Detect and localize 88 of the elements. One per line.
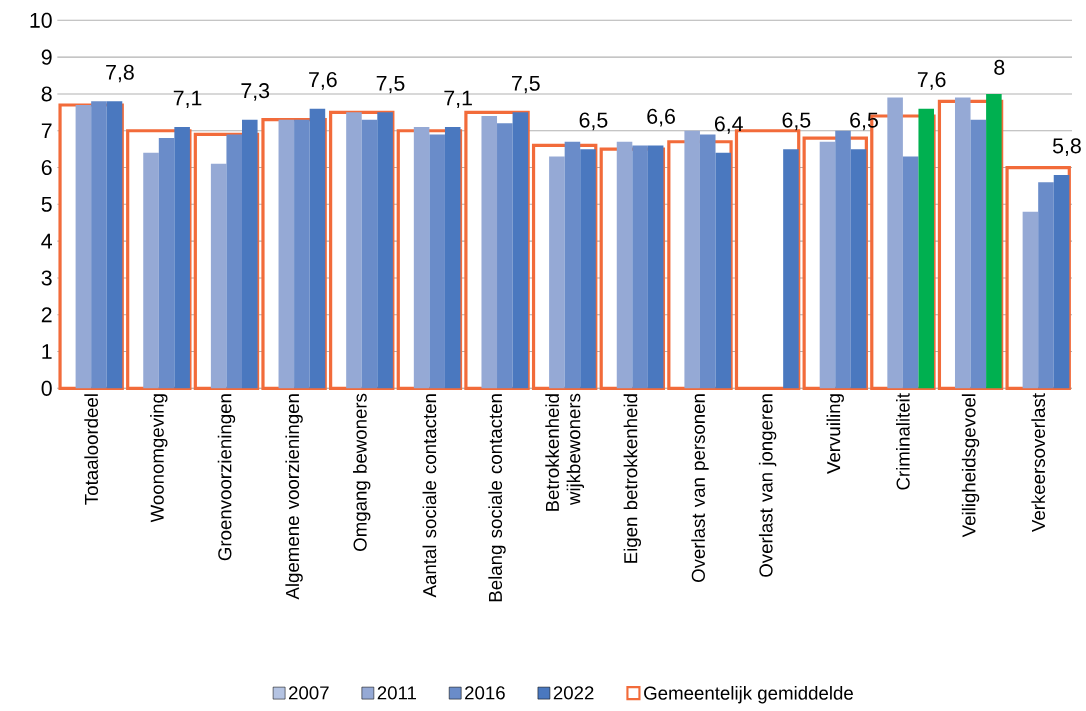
legend-label: 2007 <box>289 686 329 700</box>
data-label: 7,3 <box>241 83 270 101</box>
bar <box>1038 182 1054 389</box>
bar <box>429 134 445 389</box>
data-label: 7,8 <box>106 64 134 83</box>
bar <box>954 97 971 389</box>
data-label: 6,4 <box>714 116 743 134</box>
y-tick-label: 6 <box>41 159 52 176</box>
bar <box>444 127 461 389</box>
bar <box>1022 211 1039 389</box>
bar <box>512 112 529 389</box>
y-tick-label: 0 <box>41 380 52 396</box>
y-tick-label: 7 <box>41 123 52 139</box>
x-tick-label: Algemene voorzieningen <box>285 394 303 600</box>
bar <box>1053 174 1070 389</box>
bar <box>819 141 836 389</box>
bar <box>549 156 565 389</box>
bar <box>564 141 581 389</box>
bar <box>106 101 123 389</box>
bar <box>309 108 326 389</box>
bar <box>986 93 1002 389</box>
bar <box>481 116 498 389</box>
legend-label: 2011 <box>377 686 417 700</box>
bar <box>699 134 716 389</box>
data-label: 5,8 <box>1052 138 1081 156</box>
y-tick-label: 2 <box>41 307 52 323</box>
y-tick-label: 3 <box>41 270 52 286</box>
data-label: 7,6 <box>309 72 337 90</box>
bar <box>616 141 633 389</box>
y-tick-label: 1 <box>42 344 52 359</box>
bar <box>158 138 175 389</box>
bar <box>647 145 664 389</box>
legend-label: Gemeentelijk gemiddelde <box>644 686 853 704</box>
data-label: 8 <box>994 59 1005 75</box>
bar <box>918 108 935 389</box>
x-tick-label: Criminaliteit <box>896 393 910 490</box>
bar <box>242 119 258 389</box>
y-tick-label: 4 <box>41 233 52 249</box>
x-tick-label: Eigen betrokkenheid <box>623 394 642 563</box>
bar <box>902 156 919 389</box>
x-tick-label: Aantal sociale contacten <box>422 394 437 598</box>
y-tick-label: 9 <box>41 49 52 65</box>
x-tick-label: Omgang bewoners <box>353 393 371 551</box>
bar <box>783 149 799 389</box>
x-tick-label: Betrokkenheid wijkbewoners <box>545 393 585 511</box>
legend-label: 2016 <box>465 686 505 700</box>
bar <box>715 152 732 389</box>
x-tick-label: Overlast van personen <box>691 394 709 583</box>
x-tick-label: Woonomgeving <box>150 394 168 523</box>
bar <box>91 101 107 389</box>
data-label: 6,6 <box>647 108 675 127</box>
data-label: 6,5 <box>782 112 811 131</box>
bar <box>850 149 867 389</box>
bar <box>497 123 513 389</box>
bar <box>294 119 310 389</box>
x-tick-label: Groenvoorzieningen <box>217 394 236 561</box>
bar <box>174 127 190 389</box>
bar <box>835 130 851 389</box>
x-tick-label: Belang sociale contacten <box>488 394 506 602</box>
y-tick-label: 8 <box>41 86 52 102</box>
legend-label: 2022 <box>553 686 594 700</box>
data-label: 7,1 <box>444 90 472 109</box>
bar <box>278 119 295 389</box>
x-tick-label: Totaaloordeel <box>84 394 99 505</box>
bar <box>970 119 987 389</box>
bar <box>887 97 903 389</box>
data-label: 6,5 <box>579 112 608 131</box>
data-label: 7,5 <box>376 75 405 94</box>
x-tick-label: Verkeersoverlast <box>1031 393 1046 532</box>
bar <box>377 112 393 389</box>
bar <box>210 163 227 389</box>
bar <box>684 130 700 389</box>
y-tick-label: 10 <box>30 12 52 28</box>
x-tick-label: Vervuiling <box>826 394 844 474</box>
data-label: 7,6 <box>917 72 946 90</box>
bar <box>632 145 648 389</box>
bar <box>346 112 362 389</box>
bar <box>75 104 92 389</box>
bar <box>580 149 596 389</box>
x-tick-label: Veiligheidsgevoel <box>961 394 980 538</box>
data-label: 7,5 <box>512 75 540 94</box>
x-tick-label: Overlast van jongeren <box>758 394 777 577</box>
bar <box>361 119 378 389</box>
bar <box>413 127 430 389</box>
data-label: 7,1 <box>173 90 202 109</box>
bar <box>226 134 243 389</box>
bar <box>143 152 159 389</box>
y-tick-label: 5 <box>41 196 52 212</box>
